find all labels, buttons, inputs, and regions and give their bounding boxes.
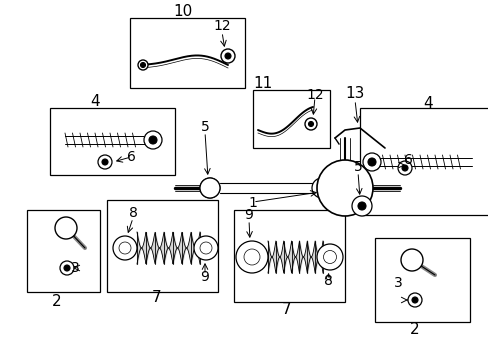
Bar [27, 210, 100, 292]
Circle shape [236, 241, 267, 273]
Circle shape [205, 184, 214, 192]
Circle shape [113, 236, 137, 260]
Text: 9: 9 [244, 208, 253, 222]
Circle shape [323, 251, 336, 264]
Text: 10: 10 [173, 4, 192, 18]
Text: 4: 4 [90, 94, 100, 109]
Text: 7: 7 [152, 291, 162, 306]
Circle shape [60, 261, 74, 275]
Circle shape [102, 159, 108, 165]
Text: 8: 8 [128, 206, 137, 220]
Bar [234, 210, 345, 302]
Circle shape [194, 236, 218, 260]
Text: 5: 5 [200, 120, 209, 134]
Circle shape [407, 293, 421, 307]
Circle shape [200, 178, 220, 198]
Circle shape [305, 118, 316, 130]
Circle shape [64, 265, 70, 271]
Bar [130, 18, 244, 88]
Circle shape [401, 165, 407, 171]
Text: 1: 1 [248, 196, 257, 210]
Text: 5: 5 [353, 160, 362, 174]
Text: 6: 6 [126, 150, 135, 164]
Text: 7: 7 [282, 302, 291, 318]
Bar [374, 238, 469, 322]
Text: 4: 4 [422, 96, 432, 112]
Circle shape [316, 160, 372, 216]
Text: 6: 6 [403, 153, 411, 167]
Circle shape [149, 136, 157, 144]
Text: 8: 8 [323, 274, 332, 288]
Text: 12: 12 [305, 88, 323, 102]
Circle shape [411, 297, 417, 303]
Text: 3: 3 [70, 261, 79, 275]
Text: 11: 11 [253, 76, 272, 90]
Circle shape [140, 63, 145, 68]
Circle shape [308, 122, 313, 126]
Text: 3: 3 [393, 276, 402, 290]
Text: 13: 13 [345, 86, 364, 102]
Circle shape [143, 131, 162, 149]
Text: 2: 2 [52, 293, 61, 309]
Circle shape [224, 53, 230, 59]
Circle shape [316, 244, 342, 270]
Circle shape [317, 184, 325, 192]
Text: 12: 12 [213, 19, 230, 33]
Bar [359, 108, 488, 215]
Bar [252, 90, 329, 148]
Circle shape [221, 49, 235, 63]
Circle shape [98, 155, 112, 169]
Circle shape [357, 202, 365, 210]
Circle shape [55, 217, 77, 239]
Bar [50, 108, 175, 175]
Circle shape [200, 178, 220, 198]
Circle shape [362, 153, 380, 171]
Text: 9: 9 [200, 270, 209, 284]
Circle shape [397, 161, 411, 175]
Circle shape [351, 196, 371, 216]
Circle shape [311, 178, 331, 198]
Circle shape [367, 158, 375, 166]
Circle shape [400, 249, 422, 271]
Circle shape [119, 242, 131, 254]
Text: 2: 2 [409, 323, 419, 338]
Circle shape [138, 60, 148, 70]
Circle shape [244, 249, 260, 265]
Bar [107, 200, 218, 292]
Circle shape [200, 242, 212, 254]
